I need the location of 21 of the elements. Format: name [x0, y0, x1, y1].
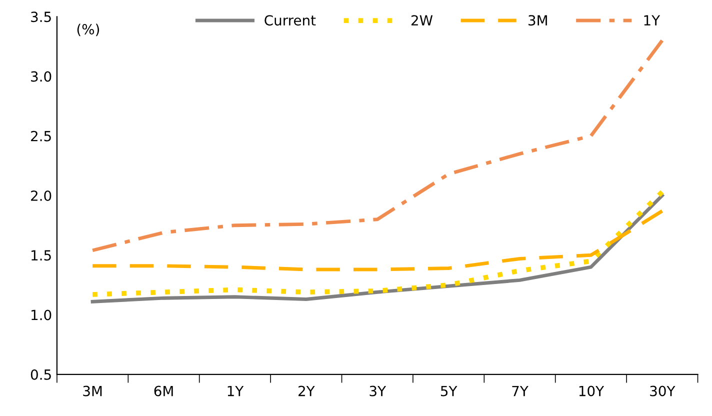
y-axis-title: (%) [77, 24, 100, 36]
x-tick-label: 7Y [512, 386, 528, 396]
x-tick-label: 30Y [650, 386, 676, 396]
legend-label: 1Y [644, 15, 660, 26]
x-tick-label: 3M [83, 386, 102, 396]
y-tick-label: 2.0 [31, 190, 52, 201]
legend-label: 2W [411, 15, 433, 26]
legend-label: 3M [528, 15, 547, 26]
x-tick-label: 3Y [370, 386, 386, 396]
y-tick-label: 3.0 [31, 71, 52, 82]
y-tick-label: 1.5 [32, 250, 51, 261]
x-tick-label: 2Y [298, 386, 315, 396]
y-tick-label: 2.5 [31, 130, 51, 142]
x-tick-label: 1Y [228, 386, 244, 396]
y-tick-label: 3.5 [31, 12, 51, 22]
legend-label: Current [264, 15, 316, 26]
x-tick-label: 10Y [579, 386, 604, 396]
y-tick-label: 1.0 [32, 310, 52, 320]
x-tick-label: 6M [154, 386, 173, 396]
y-tick-label: 0.5 [30, 369, 51, 380]
x-tick-label: 5Y [440, 386, 458, 396]
